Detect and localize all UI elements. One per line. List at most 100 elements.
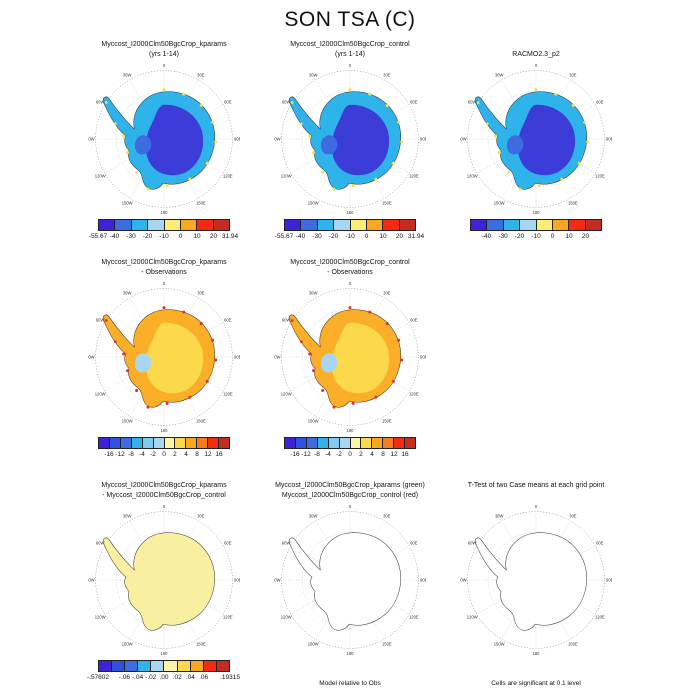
colorbar-cell <box>177 661 191 671</box>
colorbar-cells <box>98 660 230 672</box>
colorbar-cell <box>151 661 165 671</box>
colorbar-cell <box>339 438 351 448</box>
colorbar-tick-label: 0 <box>550 232 555 240</box>
colorbar-cell <box>306 438 318 448</box>
colorbar-cell <box>175 438 187 448</box>
colorbar-cell <box>138 661 152 671</box>
map-r3c2-antarctica <box>274 504 426 656</box>
colorbar-cell <box>383 438 395 448</box>
colorbar-cell <box>120 438 132 448</box>
panel-r3c2: Myccost_I2000Clm50BgcCrop_kparams (green… <box>266 481 434 687</box>
colorbar-cell <box>317 220 335 230</box>
colorbar-tick-labels: -40 -30 -20 -10 0 10 20 <box>470 233 602 242</box>
colorbar-cell <box>503 220 521 230</box>
colorbar-cell <box>350 438 362 448</box>
colorbar-tick-label: 0 <box>162 450 166 458</box>
colorbar-tick-label: -.04 <box>131 673 144 681</box>
colorbar-tick-label: 2 <box>359 450 363 458</box>
colorbar-cells <box>98 219 230 231</box>
colorbar-tick-labels: -55.67 -40 -30 -20 -10 0 10 20 31.94 <box>89 232 238 242</box>
map-r2c2-antarctica <box>274 281 426 433</box>
colorbar-tick-label: -.06 <box>118 673 130 681</box>
colorbar-tick-label: 0 <box>178 232 183 240</box>
row-1: Myccost_I2000Clm50BgcCrop_kparams (yrs 1… <box>0 40 700 242</box>
colorbar-cell <box>285 438 296 448</box>
panel-title-line2 <box>468 491 605 501</box>
colorbar-r1c2: -55.67 -40 -30 -20 -10 0 10 20 31.94 <box>275 219 424 242</box>
panel-r1c3: RACMO2.3_p2 -40 -30 -20 -10 0 10 20 <box>452 40 620 242</box>
panel-title-line2: - Myccost_I2000Clm50BgcCrop_control <box>102 491 226 499</box>
colorbar-cell <box>164 661 178 671</box>
colorbar-cells <box>284 219 416 231</box>
colorbar-cell <box>197 438 209 448</box>
colorbar-tick-label: -55.67 <box>274 232 294 240</box>
colorbar-tick-label: -.57602 <box>86 673 110 681</box>
colorbar-tick-label: -20 <box>142 232 153 240</box>
colorbar-cell <box>394 438 406 448</box>
colorbar-cell <box>383 220 400 230</box>
colorbar-tick-label: -12 <box>301 450 311 458</box>
colorbar-cell <box>216 661 229 671</box>
colorbar-cell <box>569 220 586 230</box>
colorbar-cell <box>197 220 214 230</box>
colorbar-cell <box>399 220 415 230</box>
colorbar-cell <box>99 438 110 448</box>
colorbar-tick-label: 16 <box>401 450 409 458</box>
colorbar-tick-label: -4 <box>139 450 145 458</box>
colorbar-tick-label: -.02 <box>145 673 157 681</box>
panel-title-r3c3: T-Test of two Case means at each grid po… <box>468 481 605 502</box>
colorbar-tick-label: -20 <box>328 232 339 240</box>
colorbar-cell <box>164 438 176 448</box>
note-model-relative-to-obs: Model relative to Obs <box>319 680 381 687</box>
map-r2c1-antarctica <box>88 281 240 433</box>
colorbar-tick-labels: -.57602 -.06 -.04 -.02.00.02.04 .06 .19315 <box>87 673 240 683</box>
colorbar-tick-label: 4 <box>184 450 188 458</box>
colorbar-cell <box>520 220 537 230</box>
map-r3c1-antarctica <box>88 504 240 656</box>
colorbar-cell <box>219 438 230 448</box>
map-r1c2-antarctica <box>274 63 426 215</box>
colorbar-tick-label: .00 <box>159 673 169 681</box>
colorbar-cell <box>164 220 181 230</box>
colorbar-tick-label: -16 <box>104 450 114 458</box>
colorbar-cell <box>350 220 367 230</box>
panel-r2c1: Myccost_I2000Clm50BgcCrop_kparams - Obse… <box>80 258 248 460</box>
colorbar-tick-label: .19315 <box>220 673 240 681</box>
colorbar-tick-label: -30 <box>312 232 322 240</box>
colorbar-cell <box>112 661 126 671</box>
note-significance-level: Cells are significant at 0.1 level <box>491 680 581 687</box>
panel-title-r2c1: Myccost_I2000Clm50BgcCrop_kparams - Obse… <box>101 258 226 279</box>
panel-r3c1: Myccost_I2000Clm50BgcCrop_kparams - Mycc… <box>80 481 248 687</box>
colorbar-tick-label: 20 <box>209 232 218 240</box>
colorbar-tick-label: 8 <box>195 450 199 458</box>
colorbar-r2c1: -16 -12 -8 -4 -2 0 2 4 8 12 16 <box>98 437 230 460</box>
row-2: Myccost_I2000Clm50BgcCrop_kparams - Obse… <box>0 258 700 460</box>
panel-title-line2: (yrs 1-14) <box>149 50 179 58</box>
colorbar-tick-label: -30 <box>126 232 136 240</box>
colorbar-tick-label: -2 <box>336 450 342 458</box>
panel-title-line1: Myccost_I2000Clm50BgcCrop_control <box>290 41 410 48</box>
panel-title-r1c2: Myccost_I2000Clm50BgcCrop_control (yrs 1… <box>290 40 409 61</box>
panel-r2c3-empty <box>452 258 620 460</box>
colorbar-cell <box>99 220 116 230</box>
colorbar-tick-label: .04 <box>185 673 195 681</box>
colorbar-tick-label: -8 <box>314 450 320 458</box>
colorbar-tick-label: 8 <box>381 450 385 458</box>
panel-r1c1: Myccost_I2000Clm50BgcCrop_kparams (yrs 1… <box>80 40 248 242</box>
panel-r3c3: T-Test of two Case means at each grid po… <box>452 481 620 687</box>
colorbar-tick-label: 10 <box>565 232 573 240</box>
figure-title: SON TSA (C) <box>284 8 416 31</box>
colorbar-tick-label: -10 <box>345 232 355 240</box>
colorbar-r1c3: -40 -30 -20 -10 0 10 20 <box>470 219 602 242</box>
colorbar-cells <box>98 437 230 449</box>
colorbar-cell <box>180 220 198 230</box>
colorbar-cell <box>366 220 384 230</box>
colorbar-tick-label: -40 <box>481 232 492 240</box>
colorbar-tick-label: -12 <box>115 450 125 458</box>
colorbar-tick-label: -55.67 <box>88 232 108 240</box>
colorbar-cell <box>142 438 154 448</box>
colorbar-cell <box>471 220 488 230</box>
map-r1c1-antarctica <box>88 63 240 215</box>
colorbar-tick-label: 0 <box>364 232 369 240</box>
colorbar-tick-label: 20 <box>581 232 590 240</box>
